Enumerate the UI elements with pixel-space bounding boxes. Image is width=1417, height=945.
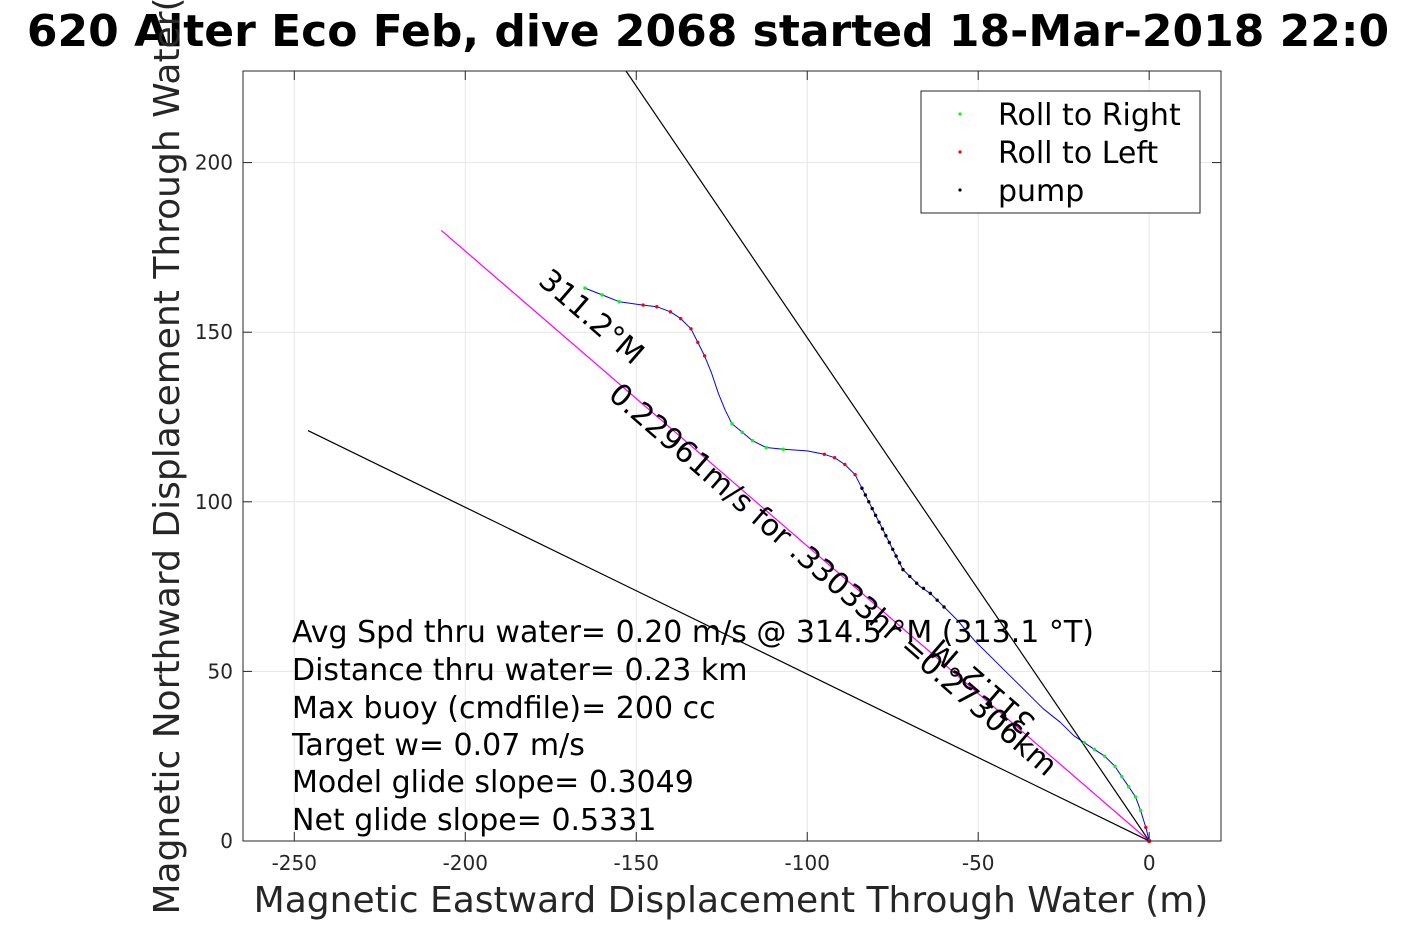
marker-roll-right — [1133, 795, 1138, 799]
y-axis-label: Magnetic Northward Displacement Through … — [147, 0, 188, 915]
legend-box — [920, 90, 1201, 214]
marker-pump — [884, 534, 888, 538]
stat-target-w: Target w= 0.07 m/s — [291, 728, 585, 763]
legend-swatch-pump — [958, 188, 962, 192]
marker-roll-right — [1103, 754, 1107, 758]
marker-roll-right — [1120, 774, 1124, 779]
marker-roll-left — [853, 472, 857, 477]
marker-pump — [921, 586, 926, 590]
x-tick-label: -150 — [614, 851, 659, 875]
legend-label-roll-right: Roll to Right — [998, 98, 1181, 133]
marker-pump — [894, 554, 898, 558]
marker-roll-left — [702, 354, 707, 358]
y-tick-labels: 0 50 100 150 200 — [195, 151, 233, 853]
legend-swatch-roll-left — [958, 150, 962, 154]
stat-max-buoy: Max buoy (cmdfile)= 200 cc — [292, 691, 716, 726]
marker-roll-left — [689, 327, 693, 331]
track-markers — [583, 286, 1152, 844]
x-tick-label: 0 — [1143, 851, 1156, 875]
x-tick-label: -100 — [785, 851, 830, 875]
marker-pump — [870, 506, 874, 511]
marker-roll-right — [1092, 747, 1097, 752]
marker-pump — [867, 500, 871, 504]
marker-pump — [860, 486, 864, 490]
marker-roll-left — [822, 452, 827, 457]
marker-pump — [880, 527, 885, 531]
legend-label-pump: pump — [998, 174, 1084, 209]
legend-label-roll-left: Roll to Left — [998, 136, 1158, 171]
marker-pump — [901, 567, 905, 572]
stat-distance: Distance thru water= 0.23 km — [292, 653, 747, 688]
plot-frame — [242, 70, 1222, 842]
marker-roll-right — [740, 430, 744, 434]
marker-roll-right — [1113, 764, 1117, 769]
x-axis-label: Magnetic Eastward Displacement Through W… — [254, 880, 1209, 921]
marker-pump — [873, 513, 878, 518]
x-tick-label: -50 — [962, 851, 995, 875]
marker-roll-left — [696, 340, 700, 345]
marker-roll-right — [600, 293, 604, 297]
y-tick-label: 100 — [195, 490, 233, 514]
stat-avg-speed: Avg Spd thru water= 0.20 m/s @ 314.5 °M … — [292, 615, 1094, 650]
marker-roll-left — [641, 303, 645, 307]
marker-pump — [877, 520, 881, 524]
marker-pump — [914, 581, 919, 585]
marker-roll-right — [1138, 808, 1143, 813]
marker-pump — [942, 605, 946, 609]
marker-roll-right — [617, 299, 621, 304]
marker-roll-right — [1126, 785, 1131, 789]
marker-pump — [897, 561, 902, 565]
marker-pump — [935, 598, 939, 602]
marker-roll-right — [583, 286, 587, 290]
marker-roll-left — [843, 462, 847, 467]
y-tick-label: 50 — [208, 659, 233, 683]
marker-pump — [908, 574, 912, 579]
chart-title: 620 Alter Eco Feb, dive 2068 started 18-… — [27, 6, 1389, 57]
x-tick-label: -250 — [272, 851, 317, 875]
heading-line — [440, 229, 1150, 842]
stat-model-glide: Model glide slope= 0.3049 — [292, 765, 694, 800]
x-tick-labels: -250 -200 -150 -100 -50 0 — [272, 851, 1156, 875]
marker-roll-right — [1082, 740, 1086, 745]
marker-roll-right — [781, 447, 785, 451]
legend: Roll to Right Roll to Left pump — [920, 90, 1201, 214]
marker-roll-left — [1144, 825, 1148, 830]
stat-net-glide: Net glide slope= 0.5331 — [292, 803, 656, 838]
marker-pump — [863, 493, 868, 497]
upper-bound-line — [625, 70, 1150, 842]
marker-roll-left — [655, 305, 659, 309]
marker-roll-right — [764, 445, 768, 450]
y-tick-label: 200 — [195, 151, 233, 175]
marker-roll-left — [679, 316, 683, 321]
marker-pump — [887, 540, 892, 545]
marker-roll-right — [750, 439, 755, 443]
lower-bound-line — [307, 430, 1150, 842]
stats-block: Avg Spd thru water= 0.20 m/s @ 314.5 °M … — [291, 615, 1094, 838]
marker-pump — [891, 547, 895, 551]
marker-pump — [928, 591, 933, 596]
marker-roll-left — [832, 455, 837, 460]
y-tick-label: 0 — [220, 829, 233, 853]
x-tick-label: -200 — [443, 851, 488, 875]
y-tick-label: 150 — [195, 320, 233, 344]
marker-roll-left — [668, 310, 673, 314]
legend-swatch-roll-right — [958, 112, 962, 116]
reference-lines — [307, 70, 1150, 842]
marker-roll-right — [730, 422, 734, 426]
